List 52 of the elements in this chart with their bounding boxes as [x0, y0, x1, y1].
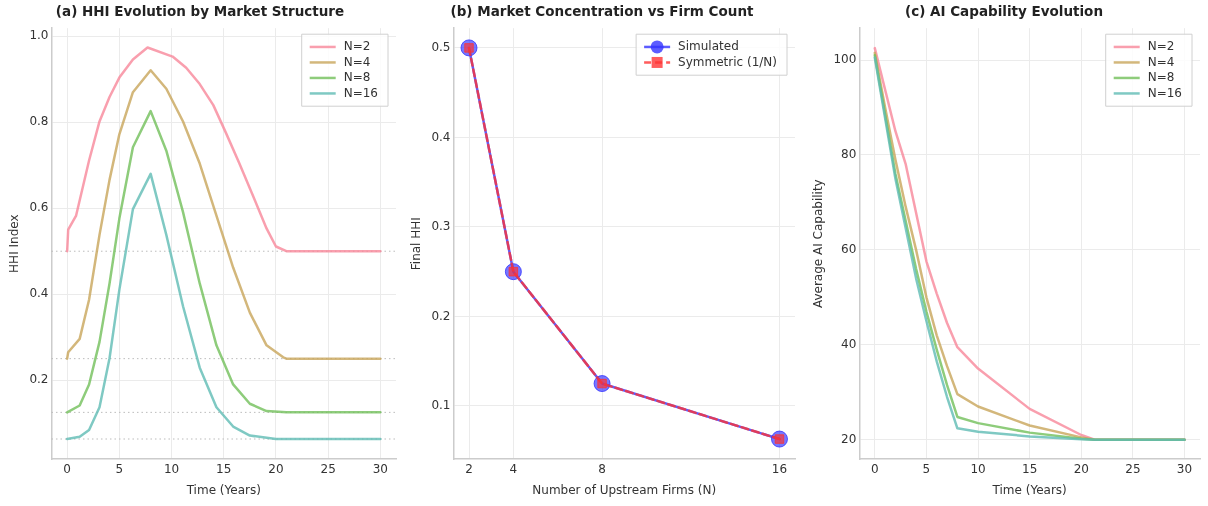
legend-label: N=16	[1147, 85, 1183, 100]
y-tick-label: 20	[841, 431, 857, 446]
x-tick-label: 16	[771, 461, 788, 476]
x-axis-title: Time (Years)	[185, 482, 261, 497]
y-axis-title: HHI Index	[7, 214, 22, 273]
legend-label: N=2	[343, 39, 371, 54]
y-tick-label: 1.0	[29, 28, 49, 43]
x-tick-label: 4	[509, 461, 518, 476]
y-axis-title: Average AI Capability	[811, 179, 826, 309]
x-axis-title: Number of Upstream Firms (N)	[532, 482, 717, 497]
x-tick-label: 0	[63, 461, 71, 476]
y-tick-label: 0.2	[431, 308, 451, 323]
chart-title: (c) AI Capability Evolution	[904, 2, 1104, 19]
x-tick-label: 0	[870, 461, 879, 476]
x-tick-label: 20	[1073, 461, 1089, 476]
legend-label: Symmetric (1/N)	[678, 54, 778, 69]
y-tick-label: 60	[841, 242, 857, 256]
x-tick-label: 15	[216, 461, 232, 476]
x-tick-label: 10	[163, 461, 180, 476]
x-tick-label: 30	[372, 461, 388, 476]
chart-title: (a) HHI Evolution by Market Structure	[55, 2, 345, 19]
x-tick-label: 5	[922, 461, 931, 476]
x-tick-label: 20	[268, 461, 284, 476]
x-tick-label: 8	[598, 461, 606, 476]
x-tick-label: 5	[115, 461, 124, 476]
y-tick-label: 0.4	[431, 129, 451, 144]
y-tick-label: 40	[841, 336, 857, 351]
x-axis-title: Time (Years)	[991, 482, 1067, 497]
x-tick-label: 30	[1176, 461, 1193, 476]
legend-label: N=4	[1147, 54, 1175, 69]
x-tick-label: 2	[465, 461, 473, 476]
x-tick-label: 15	[1022, 461, 1038, 476]
legend-label: Simulated	[678, 39, 739, 54]
y-axis-title: Final HHI	[409, 217, 424, 271]
legend-label: N=2	[1147, 39, 1175, 54]
x-tick-label: 25	[320, 461, 336, 476]
y-tick-label: 0.5	[431, 40, 451, 55]
y-tick-label: 0.6	[29, 200, 49, 215]
x-tick-label: 25	[1125, 461, 1141, 476]
y-tick-label: 0.4	[29, 286, 49, 301]
legend-label: N=4	[343, 54, 371, 69]
chart-title: (b) Market Concentration vs Firm Count	[450, 2, 755, 19]
legend-label: N=16	[343, 85, 379, 100]
legend-label: N=8	[343, 70, 371, 85]
y-tick-label: 100	[833, 52, 857, 67]
y-tick-label: 80	[841, 147, 857, 162]
y-tick-label: 0.1	[431, 398, 451, 413]
x-tick-label: 10	[970, 461, 986, 476]
y-tick-label: 0.8	[29, 114, 49, 129]
y-tick-label: 0.3	[431, 219, 451, 234]
legend-label: N=8	[1147, 70, 1175, 85]
y-tick-label: 0.2	[29, 372, 49, 387]
